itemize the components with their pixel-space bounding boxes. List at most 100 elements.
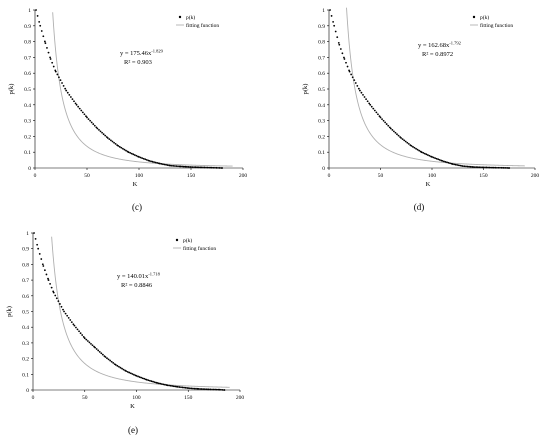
data-point: [171, 385, 174, 387]
data-point: [210, 166, 213, 169]
data-point: [197, 166, 200, 169]
data-point: [350, 73, 353, 76]
data-point: [62, 308, 64, 311]
data-point: [145, 159, 148, 161]
data-point: [441, 159, 444, 162]
data-point: [73, 324, 76, 327]
y-tick-label: 0.8: [318, 40, 325, 46]
data-point: [459, 164, 462, 167]
data-point: [215, 166, 218, 169]
data-point: [341, 52, 344, 55]
data-point: [112, 362, 115, 364]
data-point: [138, 376, 141, 378]
data-point: [403, 139, 406, 142]
data-point: [203, 388, 206, 391]
data-point: [423, 152, 426, 155]
data-point: [160, 383, 163, 385]
data-point: [431, 156, 433, 158]
data-point: [412, 145, 414, 148]
data-point: [99, 130, 102, 133]
data-point: [504, 166, 507, 169]
data-point: [468, 165, 470, 168]
y-tick-label: 0.4: [22, 325, 29, 331]
data-point: [132, 153, 135, 156]
y-tick-label: 0.8: [22, 262, 29, 268]
data-point: [89, 119, 92, 122]
data-point: [54, 294, 57, 297]
data-point: [394, 131, 397, 134]
data-point: [95, 348, 98, 350]
data-point: [140, 376, 143, 379]
y-tick-label: 0.1: [24, 150, 31, 156]
data-point: [94, 346, 96, 349]
data-point: [69, 96, 72, 98]
data-point: [154, 161, 157, 164]
data-point: [64, 87, 67, 90]
data-point: [70, 321, 73, 323]
data-point: [484, 166, 486, 169]
data-point: [126, 370, 129, 373]
data-point: [47, 279, 50, 281]
data-point: [203, 166, 206, 169]
data-point: [343, 58, 346, 60]
data-point: [499, 166, 501, 169]
data-point: [168, 384, 171, 387]
data-point: [150, 380, 153, 383]
legend-marker-pk: [472, 15, 476, 19]
legend-label: p(k): [186, 14, 195, 21]
data-point: [404, 140, 407, 143]
r-squared-label: R² = 0.8972: [422, 51, 453, 58]
panel-label: (d): [414, 202, 425, 212]
data-point: [152, 380, 154, 383]
data-point: [214, 166, 216, 169]
data-point: [432, 156, 435, 159]
data-point: [369, 103, 372, 106]
data-point: [135, 374, 138, 377]
data-point: [187, 165, 190, 168]
data-point: [137, 375, 139, 378]
data-point: [389, 127, 392, 130]
x-tick-label: 0: [34, 173, 37, 179]
data-point: [58, 76, 60, 79]
data-point: [138, 156, 140, 158]
legend-label: fitting function: [480, 22, 513, 29]
data-point: [133, 373, 135, 376]
chart-panel: 0 0.1 0.2 0.3 0.4 0.5 0.6 0.7 0.8 0.9 1 0 50 100 150 20…: [6, 231, 244, 435]
legend-label: p(k): [183, 237, 192, 244]
data-point: [377, 113, 379, 116]
y-tick-label: 0: [322, 166, 325, 172]
data-point: [354, 82, 357, 84]
data-point: [334, 30, 337, 33]
x-tick-label: 0: [328, 173, 331, 179]
data-point: [142, 157, 145, 160]
data-point: [495, 166, 498, 169]
data-point: [109, 359, 112, 362]
data-point: [133, 154, 136, 156]
data-point: [410, 144, 413, 147]
fit-equation: y = 140.01x-1.718: [117, 272, 161, 281]
data-point: [181, 165, 184, 168]
data-point: [98, 350, 101, 353]
data-point: [485, 166, 488, 169]
data-point: [36, 15, 39, 17]
data-point: [372, 107, 375, 110]
x-tick-label: 150: [479, 173, 488, 179]
data-point: [462, 165, 464, 168]
data-point: [434, 157, 436, 160]
x-tick-label: 50: [378, 173, 384, 179]
data-point: [39, 24, 42, 27]
data-point: [74, 102, 77, 105]
data-point: [113, 141, 115, 144]
data-point: [407, 143, 410, 145]
data-point: [208, 388, 210, 391]
data-point: [221, 167, 224, 169]
data-point: [191, 166, 194, 169]
data-point: [162, 383, 165, 386]
data-point: [116, 364, 119, 367]
y-axis-label: p(k): [8, 84, 15, 95]
data-point: [122, 368, 125, 371]
data-point: [107, 358, 110, 361]
data-point: [200, 388, 203, 390]
data-point: [172, 385, 175, 388]
data-point: [111, 140, 114, 143]
